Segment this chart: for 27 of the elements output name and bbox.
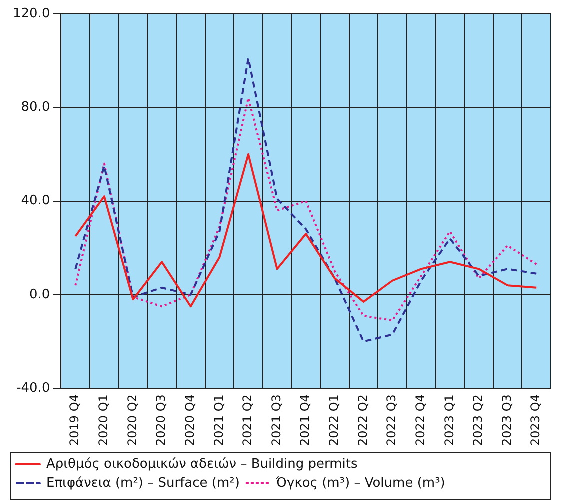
- x-tick-label: 2020 Q2: [125, 394, 140, 446]
- y-tick-label: -40.0: [16, 380, 50, 396]
- x-tick-label: 2022 Q2: [356, 394, 370, 446]
- line-series: [74, 57, 538, 343]
- x-tick-label: 2020 Q3: [154, 394, 168, 446]
- x-tick-label: 2022 Q4: [413, 394, 428, 446]
- y-tick-label: 40.0: [21, 194, 50, 209]
- x-tick-label: 2023 Q4: [528, 394, 543, 446]
- x-tick-label: 2023 Q3: [500, 394, 514, 446]
- x-tick-label: 2021 Q4: [298, 394, 312, 446]
- legend-label: Επιφάνεια (m²) – Surface (m²): [46, 476, 240, 491]
- x-tick-label: 2020 Q1: [96, 394, 111, 446]
- y-tick-label: 120.0: [13, 6, 50, 22]
- legend-label: Όγκος (m³) – Volume (m³): [275, 476, 446, 491]
- y-tick-label: 80.0: [21, 100, 50, 116]
- legend-label: Αριθμός οικοδομικών αδειών – Building permits: [46, 456, 358, 472]
- line-series: [74, 97, 538, 322]
- x-tick-label: 2021 Q3: [269, 394, 284, 446]
- x-tick-label: 2021 Q2: [240, 394, 255, 446]
- x-tick-label: 2022 Q3: [384, 394, 399, 446]
- x-tick-label: 2019 Q4: [68, 394, 82, 446]
- x-tick-label: 2021 Q1: [212, 394, 226, 446]
- x-tick-label: 2023 Q2: [471, 394, 486, 446]
- x-tick-label: 2020 Q4: [182, 394, 197, 446]
- x-tick-label: 2023 Q1: [442, 394, 456, 446]
- x-tick-label: 2022 Q1: [327, 394, 342, 446]
- y-tick-label: 0.0: [30, 287, 50, 302]
